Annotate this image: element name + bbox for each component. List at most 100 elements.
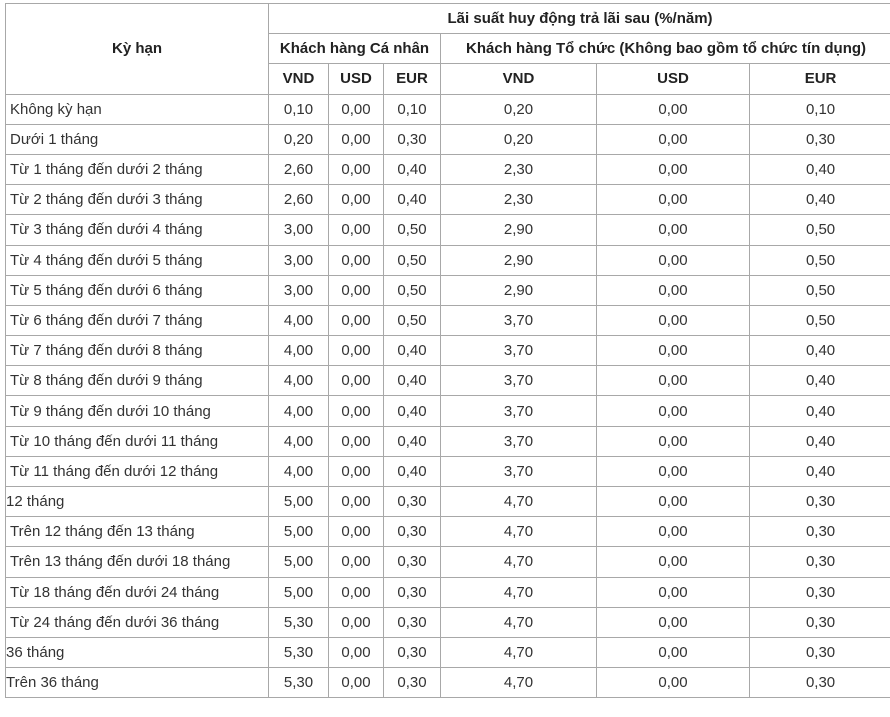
rate-cell: 2,90 — [440, 274, 597, 306]
rate-cell: 0,00 — [596, 425, 750, 457]
rate-cell: 0,10 — [383, 93, 441, 125]
rate-cell: 4,70 — [440, 485, 597, 518]
rate-cell: 0,30 — [748, 546, 890, 578]
rate-cell: 0,00 — [596, 667, 750, 699]
rate-cell: 3,70 — [440, 365, 597, 397]
rate-cell: 0,00 — [596, 304, 750, 337]
rate-cell: 0,00 — [328, 93, 384, 125]
table-row: Từ 1 tháng đến dưới 2 tháng 2,60 0,00 0,40 2… — [5, 153, 890, 186]
rate-cell: 0,40 — [383, 153, 441, 186]
term-cell: Từ 2 tháng đến dưới 3 tháng — [5, 184, 269, 216]
rate-cell: 0,40 — [748, 335, 890, 367]
currency-header: EUR — [748, 63, 890, 95]
term-cell: Trên 12 tháng đến 13 tháng — [5, 516, 269, 548]
table-title: Lãi suất huy động trả lãi sau (%/năm) — [267, 2, 890, 35]
term-cell: Từ 9 tháng đến dưới 10 tháng — [5, 395, 269, 427]
table-row: Từ 24 tháng đến dưới 36 tháng 5,30 0,00 0,3… — [5, 606, 890, 638]
rate-cell: 4,70 — [440, 636, 597, 669]
rate-cell: 0,30 — [748, 516, 890, 548]
rate-cell: 5,30 — [268, 636, 329, 669]
rate-cell: 0,30 — [383, 606, 441, 638]
rate-cell: 3,00 — [268, 244, 329, 276]
table-row: Từ 3 tháng đến dưới 4 tháng 3,00 0,00 0,50 2… — [5, 214, 890, 246]
rate-cell: 0,00 — [596, 93, 750, 125]
term-cell: 36 tháng — [5, 636, 269, 669]
table-row: Từ 7 tháng đến dưới 8 tháng 4,00 0,00 0,40 3… — [5, 335, 890, 367]
rate-cell: 4,00 — [268, 425, 329, 457]
currency-header: VND — [268, 63, 329, 95]
term-cell: Từ 11 tháng đến dưới 12 tháng — [5, 455, 269, 488]
table-row: Từ 10 tháng đến dưới 11 tháng 4,00 0,00 0,4… — [5, 425, 890, 457]
rate-cell: 4,00 — [268, 365, 329, 397]
rate-cell: 5,30 — [268, 667, 329, 699]
rate-cell: 0,00 — [596, 244, 750, 276]
rate-cell: 5,30 — [268, 606, 329, 638]
term-cell: Từ 18 tháng đến dưới 24 tháng — [5, 576, 269, 608]
table-row: Từ 18 tháng đến dưới 24 tháng 5,00 0,00 0,3… — [5, 576, 890, 608]
rate-cell: 0,30 — [748, 606, 890, 638]
interest-rate-table: Kỳ hạn Lãi suất huy động trả lãi sau (%/… — [5, 2, 890, 699]
term-cell: Không kỳ hạn — [5, 93, 269, 125]
rate-cell: 3,70 — [440, 304, 597, 337]
rate-cell: 0,30 — [383, 546, 441, 578]
rate-cell: 0,00 — [596, 546, 750, 578]
rate-cell: 0,00 — [596, 576, 750, 608]
currency-header: USD — [328, 63, 384, 95]
table-row: Không kỳ hạn 0,10 0,00 0,10 0,20 0,00 0,10 — [5, 93, 890, 125]
rate-cell: 0,00 — [596, 455, 750, 488]
table-row: Từ 11 tháng đến dưới 12 tháng 4,00 0,00 0,4… — [5, 455, 890, 488]
rate-cell: 0,00 — [328, 485, 384, 518]
rate-cell: 0,40 — [383, 365, 441, 397]
rate-cell: 0,30 — [383, 123, 441, 155]
currency-header: EUR — [383, 63, 441, 95]
rate-cell: 0,50 — [748, 244, 890, 276]
table-row: Từ 8 tháng đến dưới 9 tháng 4,00 0,00 0,40 3… — [5, 365, 890, 397]
rate-cell: 0,00 — [328, 516, 384, 548]
rate-cell: 0,40 — [748, 395, 890, 427]
table-row: Dưới 1 tháng 0,20 0,00 0,30 0,20 0,00 0,30 — [5, 123, 890, 155]
rate-cell: 0,00 — [596, 123, 750, 155]
rate-cell: 4,00 — [268, 455, 329, 488]
rate-cell: 0,40 — [748, 425, 890, 457]
rate-cell: 0,00 — [328, 455, 384, 488]
rate-cell: 0,20 — [440, 93, 597, 125]
rate-cell: 0,50 — [748, 274, 890, 306]
rate-cell: 0,50 — [383, 304, 441, 337]
rate-cell: 4,70 — [440, 606, 597, 638]
term-cell: Từ 3 tháng đến dưới 4 tháng — [5, 214, 269, 246]
rate-cell: 3,70 — [440, 395, 597, 427]
rate-cell: 0,00 — [328, 667, 384, 699]
rate-cell: 5,00 — [268, 576, 329, 608]
rate-cell: 0,30 — [748, 123, 890, 155]
rate-cell: 3,70 — [440, 425, 597, 457]
rate-cell: 3,00 — [268, 274, 329, 306]
table-row: 36 tháng 5,30 0,00 0,30 4,70 0,00 0,30 — [5, 636, 890, 669]
rate-cell: 0,00 — [328, 214, 384, 246]
rate-cell: 0,00 — [596, 365, 750, 397]
table-row: Từ 9 tháng đến dưới 10 tháng 4,00 0,00 0,40… — [5, 395, 890, 427]
rate-cell: 0,40 — [748, 184, 890, 216]
rate-cell: 0,00 — [328, 304, 384, 337]
rate-cell: 3,00 — [268, 214, 329, 246]
rate-cell: 0,30 — [383, 516, 441, 548]
rate-cell: 2,30 — [440, 153, 597, 186]
rate-cell: 0,00 — [328, 395, 384, 427]
term-cell: Từ 5 tháng đến dưới 6 tháng — [5, 274, 269, 306]
term-cell: Trên 36 tháng — [5, 667, 269, 699]
rate-cell: 0,00 — [328, 546, 384, 578]
rate-cell: 0,00 — [328, 184, 384, 216]
term-cell: Từ 7 tháng đến dưới 8 tháng — [5, 335, 269, 367]
rate-cell: 0,00 — [328, 576, 384, 608]
table-row: Từ 6 tháng đến dưới 7 tháng 4,00 0,00 0,50 3… — [5, 304, 890, 337]
rate-cell: 0,10 — [748, 93, 890, 125]
rate-cell: 0,50 — [748, 214, 890, 246]
table-row: Từ 5 tháng đến dưới 6 tháng 3,00 0,00 0,50 2… — [5, 274, 890, 306]
rate-cell: 0,30 — [383, 576, 441, 608]
rate-cell: 0,00 — [328, 425, 384, 457]
rate-cell: 3,70 — [440, 335, 597, 367]
term-cell: 12 tháng — [5, 485, 269, 518]
table-row: Từ 4 tháng đến dưới 5 tháng 3,00 0,00 0,50 2… — [5, 244, 890, 276]
rate-cell: 0,40 — [748, 153, 890, 186]
rate-cell: 0,30 — [748, 636, 890, 669]
rate-cell: 0,40 — [383, 395, 441, 427]
